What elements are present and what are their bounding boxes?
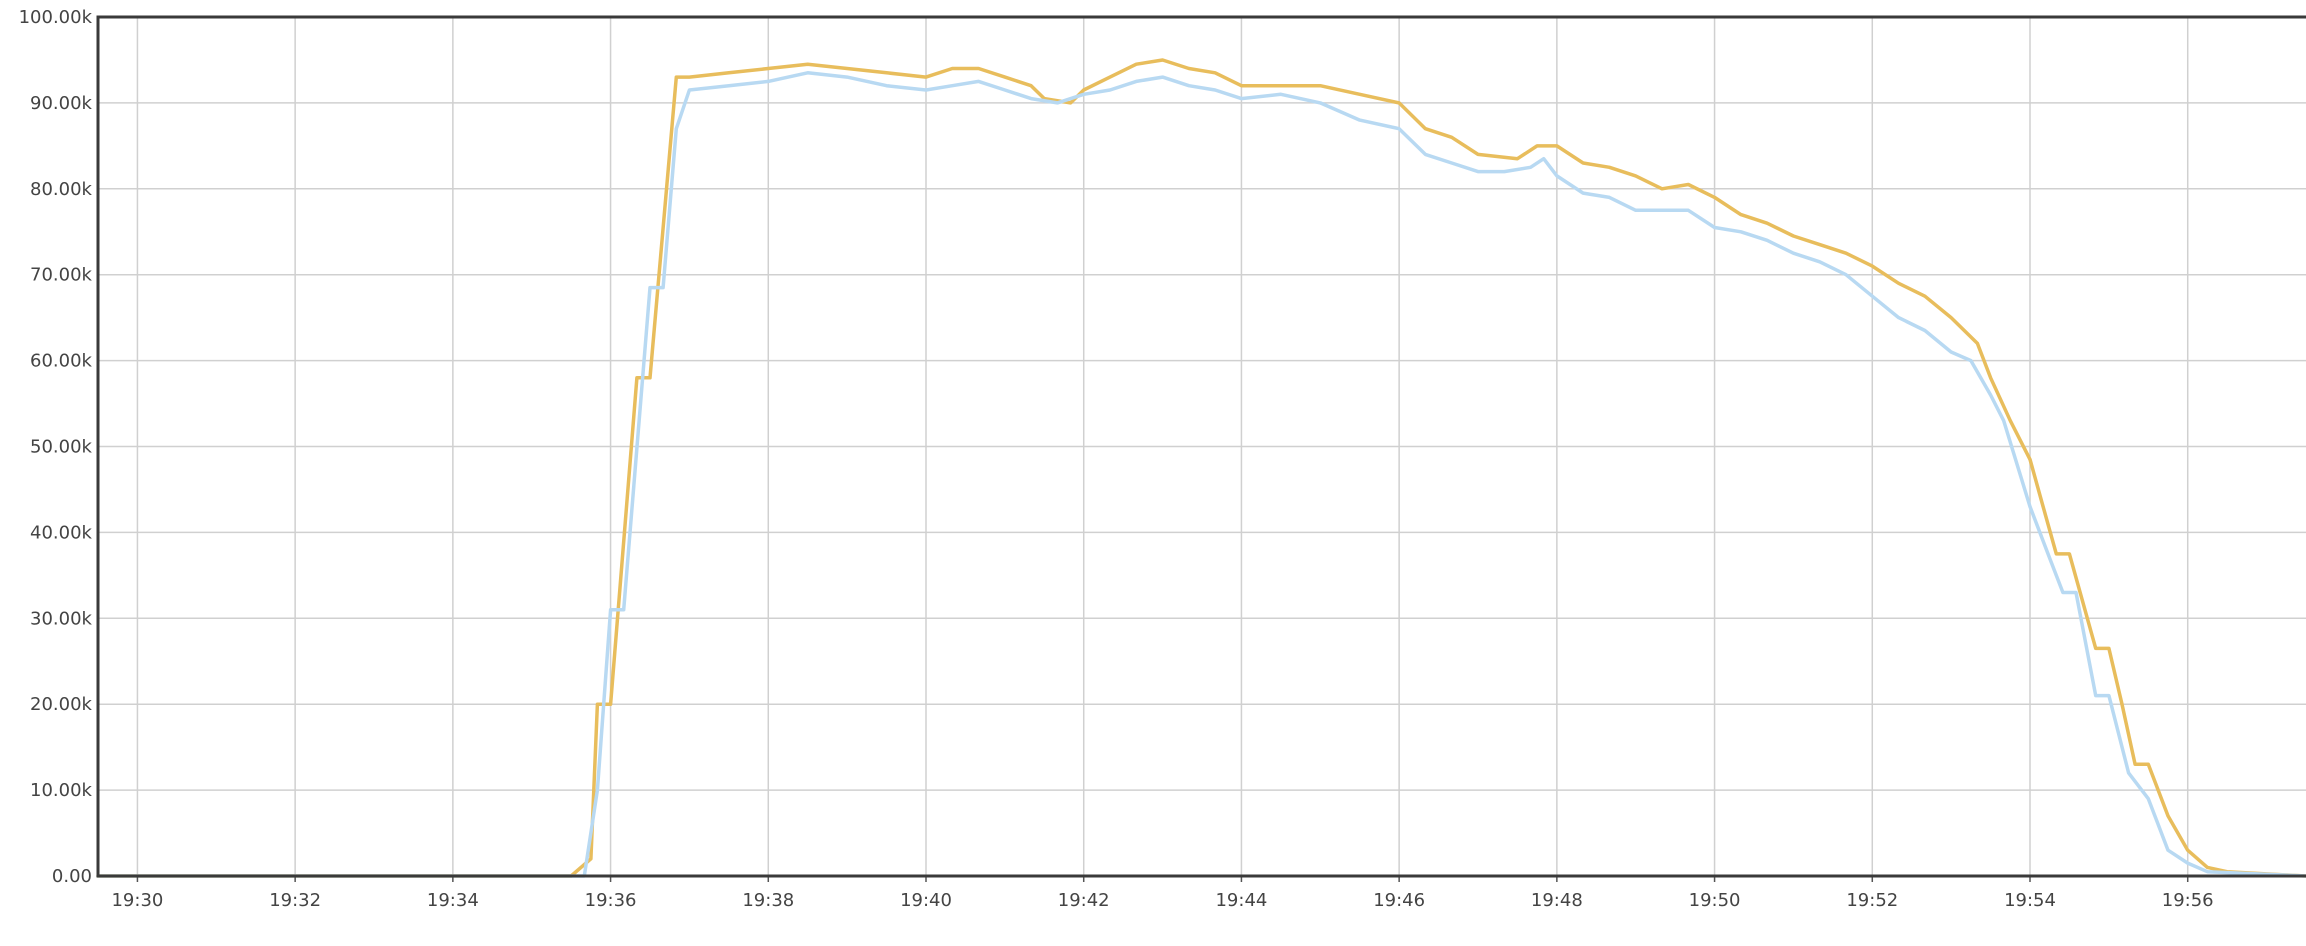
series-line-1 [96,58,2306,878]
series-line-2 [96,71,2306,878]
y-tick-label: 60.00k [30,351,93,372]
x-tick-label: 19:52 [1846,890,1898,911]
grid-layer [98,17,2306,876]
x-tick-label: 19:38 [742,890,794,911]
x-tick-label: 19:48 [1531,890,1583,911]
x-tick-label: 19:46 [1373,890,1425,911]
x-tick-label: 19:30 [111,890,163,911]
y-tick-label: 30.00k [30,608,93,629]
y-tick-label: 100.00k [19,7,93,28]
series-layer [96,58,2306,878]
x-tick-label: 19:32 [269,890,321,911]
y-tick-label: 20.00k [30,694,93,715]
x-tick-label: 19:42 [1058,890,1110,911]
x-tick-label: 19:56 [2162,890,2214,911]
y-tick-label: 0.00 [52,866,92,887]
x-tick-label: 19:54 [2004,890,2056,911]
y-tick-label: 90.00k [30,93,93,114]
y-tick-label: 70.00k [30,265,93,286]
axis-layer: 0.00 10.00k 20.00k 30.00k 40.00k 50.00k 60.00k… [19,7,2306,911]
plot-frame [96,15,2306,878]
y-tick-label: 40.00k [30,522,93,543]
y-tick-label: 50.00k [30,437,93,458]
x-tick-label: 19:50 [1689,890,1741,911]
y-tick-label: 10.00k [30,780,93,801]
x-tick-label: 19:44 [1215,890,1267,911]
x-tick-label: 19:36 [585,890,637,911]
y-tick-label: 80.00k [30,179,93,200]
x-tick-label: 19:40 [900,890,952,911]
x-tick-label: 19:34 [427,890,479,911]
